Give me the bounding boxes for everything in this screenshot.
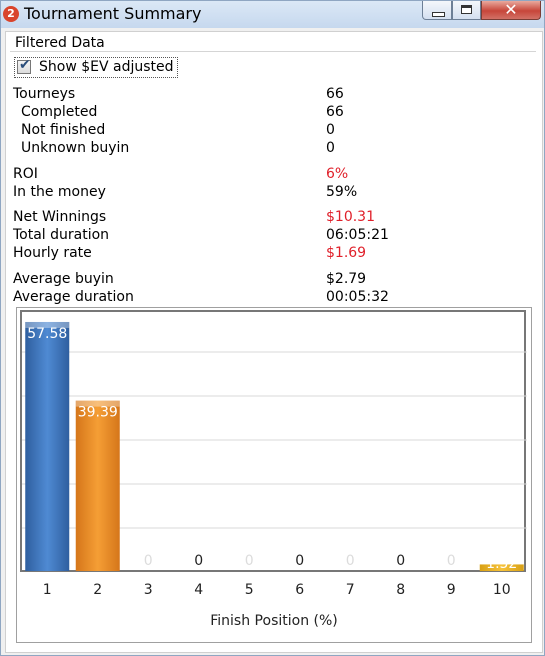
x-axis-title: Finish Position (%) <box>210 613 338 629</box>
net-winnings-label: Net Winnings <box>13 209 107 225</box>
unknown-buyin-label: Unknown buyin <box>21 140 130 156</box>
bar-position-10[interactable] <box>479 564 524 571</box>
x-tick-label-1: 1 <box>43 582 52 598</box>
bar-highlight-2 <box>75 400 120 407</box>
checkmark-icon: ✔ <box>19 57 31 73</box>
hourly-rate-value: $1.69 <box>326 245 367 261</box>
x-tick-label-4: 4 <box>194 582 203 598</box>
app-icon: 2 <box>3 6 19 22</box>
in-the-money-value: 59% <box>326 184 358 200</box>
not-finished-label: Not finished <box>21 122 106 138</box>
hourly-rate-label: Hourly rate <box>13 245 92 261</box>
chart-svg: 57.58 1 39.39 2 0 3 0 4 0 5 0 6 0 7 0 8 0 9 1.52 10 Finish P… <box>22 321 527 629</box>
bar-value-label-5: 0 <box>245 553 254 569</box>
unknown-buyin-value: 0 <box>326 140 335 156</box>
average-buyin-value: $2.79 <box>326 271 367 287</box>
maximize-button[interactable] <box>452 1 481 20</box>
filtered-data-group-label: Filtered Data <box>15 35 105 51</box>
x-tick-label-2: 2 <box>93 582 102 598</box>
group-divider <box>10 51 536 52</box>
x-tick-label-10: 10 <box>493 582 511 598</box>
tourneys-label: Tourneys <box>13 86 76 102</box>
title-bar[interactable]: 2 Tournament Summary ✕ <box>1 0 544 28</box>
x-tick-label-6: 6 <box>295 582 304 598</box>
bar-value-label-4: 0 <box>194 553 203 569</box>
maximize-icon <box>461 5 472 14</box>
show-ev-adjusted-checkbox[interactable]: ✔ <box>17 57 31 74</box>
total-duration-label: Total duration <box>13 227 110 243</box>
average-duration-value: 00:05:32 <box>326 289 389 305</box>
x-tick-label-5: 5 <box>245 582 254 598</box>
close-icon: ✕ <box>504 0 518 19</box>
bar-value-label-9: 0 <box>447 553 456 569</box>
roi-label: ROI <box>13 166 38 182</box>
stats-panel: Tourneys 66 Completed 66 Not finished 0 Unknow… <box>6 32 542 307</box>
finish-position-chart: 57.58 1 39.39 2 0 3 0 4 0 5 0 6 0 7 0 8 0 9 1.52 10 Finish P… <box>16 307 532 643</box>
in-the-money-label: In the money <box>13 184 106 200</box>
minimize-button[interactable] <box>422 1 452 20</box>
close-button[interactable]: ✕ <box>481 0 541 20</box>
minimize-icon <box>432 12 445 17</box>
completed-label: Completed <box>21 104 98 120</box>
net-winnings-value: $10.31 <box>326 209 375 225</box>
not-finished-value: 0 <box>326 122 335 138</box>
client-area: Filtered Data ✔ Show $EV adjusted Tourne… <box>5 31 543 653</box>
bar-value-label-8: 0 <box>396 553 405 569</box>
bar-highlight-1 <box>25 321 70 328</box>
average-buyin-label: Average buyin <box>13 271 114 287</box>
x-tick-label-8: 8 <box>396 582 405 598</box>
bar-value-label-1: 57.58 <box>27 326 67 342</box>
show-ev-adjusted-checkbox-row[interactable]: ✔ Show $EV adjusted <box>14 57 178 78</box>
x-tick-label-7: 7 <box>346 582 355 598</box>
total-duration-value: 06:05:21 <box>326 227 389 243</box>
bar-position-2[interactable] <box>75 400 120 571</box>
bar-value-label-3: 0 <box>144 553 153 569</box>
bar-position-1[interactable] <box>25 321 70 571</box>
show-ev-adjusted-label[interactable]: Show $EV adjusted <box>39 59 174 75</box>
tourneys-value: 66 <box>326 86 344 102</box>
window-title: Tournament Summary <box>24 4 202 23</box>
x-tick-label-3: 3 <box>144 582 153 598</box>
bar-value-label-10: 1.52 <box>486 556 517 572</box>
average-duration-label: Average duration <box>13 289 134 305</box>
bar-value-label-6: 0 <box>295 553 304 569</box>
completed-value: 66 <box>326 104 344 120</box>
bar-value-label-7: 0 <box>346 553 355 569</box>
roi-value: 6% <box>326 166 349 182</box>
bar-value-label-2: 39.39 <box>78 405 118 421</box>
x-tick-label-9: 9 <box>447 582 456 598</box>
